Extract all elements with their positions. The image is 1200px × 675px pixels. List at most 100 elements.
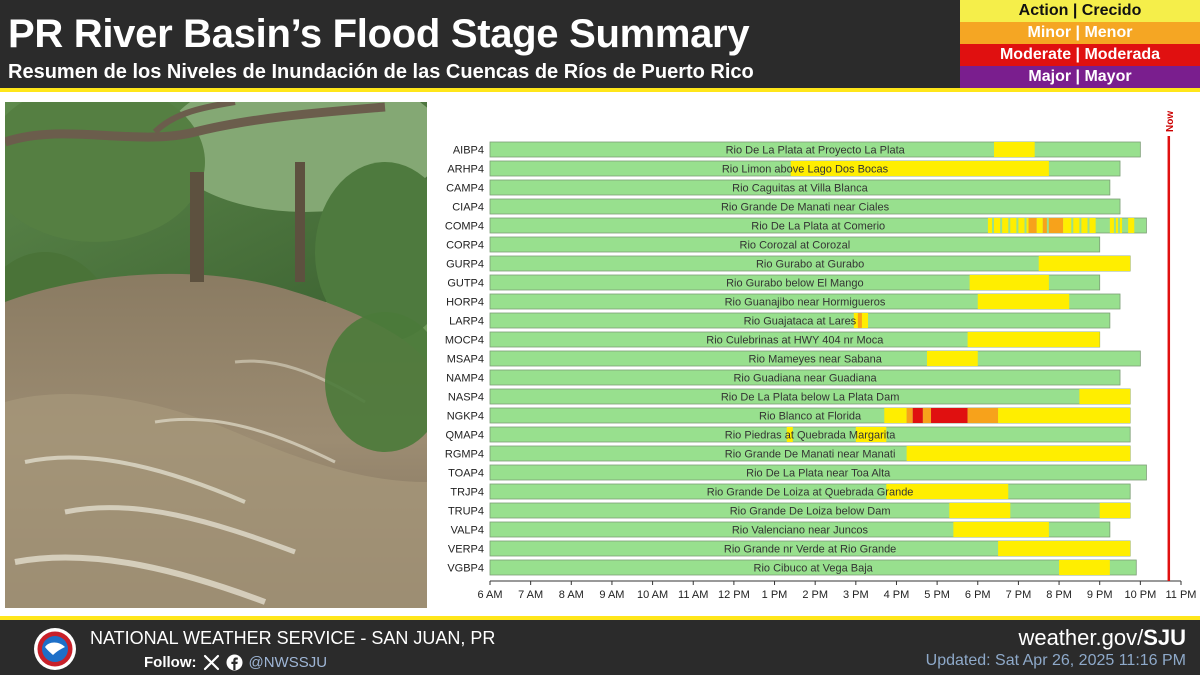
x-tick-label: 9 AM (599, 589, 624, 601)
footer-divider (0, 616, 1200, 620)
station-name: Rio Guanajibo near Hormigueros (725, 297, 886, 309)
station-id: MSAP4 (447, 354, 484, 366)
station-id: HORP4 (446, 297, 484, 309)
agency-name: NATIONAL WEATHER SERVICE - SAN JUAN, PR (90, 628, 496, 648)
station-rows: AIBP4 Rio De La Plata at Proyecto La Plat… (445, 141, 1147, 576)
social-follow: Follow: @NWSSJU (144, 652, 327, 672)
x-tick-label: 7 PM (1006, 589, 1032, 601)
normal-stage-stripe (1071, 218, 1074, 233)
station-id: VALP4 (451, 525, 484, 537)
header-banner: PR River Basin’s Flood Stage Summary Res… (0, 0, 1200, 88)
station-row: VGBP4 Rio Cibuco at Vega Baja (447, 559, 1137, 576)
station-name: Rio De La Plata near Toa Alta (746, 468, 891, 480)
legend-item: Moderate | Moderada (960, 44, 1200, 66)
station-name: Rio Grande De Manati near Ciales (721, 202, 890, 214)
action-stage-bar (1036, 218, 1043, 233)
normal-stage-stripe (1000, 218, 1003, 233)
legend-item: Action | Crecido (960, 0, 1200, 22)
x-tick-label: 10 AM (637, 589, 668, 601)
action-stage-bar (884, 408, 907, 423)
header-divider (0, 88, 1200, 92)
normal-stage-bar (489, 559, 1137, 576)
station-name: Rio Grande De Loiza at Quebrada Grande (707, 487, 914, 499)
normal-stage-bar (489, 369, 1121, 386)
x-icon[interactable] (203, 654, 220, 671)
chart-canvas: AIBP4 Rio De La Plata at Proyecto La Plat… (445, 111, 1197, 601)
minor-stage-bar (906, 408, 913, 423)
action-stage-bar (1128, 218, 1135, 233)
station-row: GURP4 Rio Gurabo at Gurabo (446, 255, 1131, 272)
website-suffix: SJU (1143, 625, 1186, 650)
station-id: QMAP4 (445, 430, 484, 442)
action-stage-bar (855, 427, 887, 442)
action-stage-bar (1059, 560, 1110, 575)
normal-stage-stripe (1079, 218, 1082, 233)
normal-stage-bar (489, 236, 1101, 253)
station-row: MSAP4 Rio Mameyes near Sabana (447, 350, 1141, 367)
station-id: TRJP4 (450, 487, 484, 499)
x-tick-label: 8 PM (1046, 589, 1072, 601)
station-name: Rio Caguitas at Villa Blanca (732, 183, 868, 195)
station-name: Rio Valenciano near Juncos (732, 525, 869, 537)
station-name: Rio Culebrinas at HWY 404 nr Moca (706, 335, 884, 347)
station-row: TRJP4 Rio Grande De Loiza at Quebrada Gra… (450, 483, 1131, 500)
station-name: Rio Piedras at Quebrada Margarita (725, 430, 896, 442)
station-name: Rio Grande nr Verde at Rio Grande (724, 544, 896, 556)
action-stage-bar (790, 161, 1049, 176)
action-stage-bar (1109, 218, 1123, 233)
website-link[interactable]: weather.gov/SJU (1018, 625, 1186, 651)
x-tick-label: 6 AM (477, 589, 502, 601)
normal-stage-stripe (1008, 218, 1011, 233)
x-tick-label: 11 AM (678, 589, 708, 601)
minor-stage-bar (1042, 218, 1064, 233)
flood-stage-chart: AIBP4 Rio De La Plata at Proyecto La Plat… (428, 100, 1200, 610)
action-stage-bar (977, 294, 1070, 309)
x-tick-label: 12 PM (718, 589, 750, 601)
now-marker: Now (1165, 111, 1176, 581)
facebook-icon[interactable] (226, 654, 243, 671)
station-name: Rio De La Plata at Comerio (751, 221, 885, 233)
station-id: TOAP4 (448, 468, 484, 480)
station-id: NGKP4 (447, 411, 484, 423)
station-row: ARHP4 Rio Limon above Lago Dos Bocas (447, 160, 1121, 177)
minor-stage-bar (922, 408, 932, 423)
normal-stage-bar (489, 464, 1147, 481)
social-handle[interactable]: @NWSSJU (248, 653, 328, 671)
station-row: GUTP4 Rio Gurabo below El Mango (447, 274, 1101, 291)
normal-stage-stripe (1024, 218, 1027, 233)
flood-stage-legend: Action | Crecido Minor | Menor Moderate | … (960, 0, 1200, 88)
station-name: Rio Cibuco at Vega Baja (754, 563, 874, 575)
station-row: COMP4 Rio De La Plata at Comerio (445, 217, 1147, 234)
station-id: NASP4 (448, 392, 484, 404)
moderate-stage-bar (931, 408, 968, 423)
x-tick-label: 11 PM (1166, 589, 1197, 601)
action-stage-bar (998, 541, 1131, 556)
station-id: CORP4 (446, 240, 484, 252)
station-row: TOAP4 Rio De La Plata near Toa Alta (448, 464, 1147, 481)
normal-stage-stripe (1016, 218, 1019, 233)
page-title: PR River Basin’s Flood Stage Summary (8, 12, 750, 56)
station-row: NAMP4 Rio Guadiana near Guadiana (446, 369, 1121, 386)
normal-stage-stripe (1087, 218, 1090, 233)
station-row: CAMP4 Rio Caguitas at Villa Blanca (446, 179, 1111, 196)
normal-stage-stripe (991, 218, 994, 233)
x-tick-label: 1 PM (762, 589, 788, 601)
station-row: LARP4 Rio Guajataca at Lares (449, 312, 1111, 329)
station-row: MOCP4 Rio Culebrinas at HWY 404 nr Moca (445, 331, 1101, 348)
x-tick-label: 9 PM (1087, 589, 1113, 601)
action-stage-bar (926, 351, 978, 366)
action-stage-bar (998, 408, 1131, 423)
station-id: RGMP4 (445, 449, 484, 461)
station-id: AIBP4 (453, 145, 484, 157)
minor-stage-bar (857, 313, 862, 328)
website-prefix: weather.gov/ (1018, 625, 1144, 650)
flooded-river-photo (5, 102, 427, 608)
flooded-river-image (5, 102, 427, 608)
x-tick-label: 6 PM (965, 589, 991, 601)
action-stage-bar (969, 275, 1049, 290)
station-id: ARHP4 (447, 164, 484, 176)
station-id: COMP4 (445, 221, 484, 233)
footer-bar: NATIONAL WEATHER SERVICE - SAN JUAN, PR … (0, 620, 1200, 675)
station-row: CORP4 Rio Corozal at Corozal (446, 236, 1101, 253)
station-id: MOCP4 (445, 335, 484, 347)
